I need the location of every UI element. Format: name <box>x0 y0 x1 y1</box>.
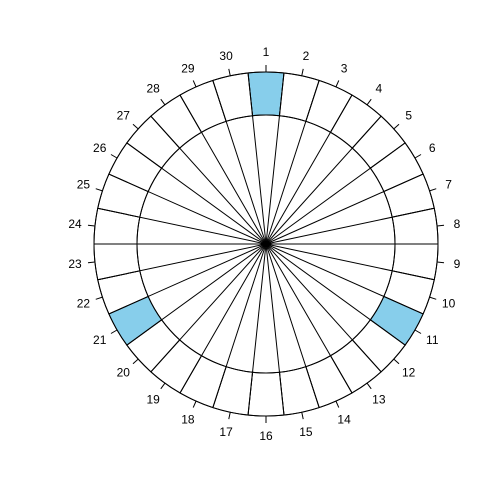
tick-label-14: 14 <box>337 412 351 426</box>
tick-label-28: 28 <box>146 82 160 96</box>
tick-27 <box>132 123 139 130</box>
tick-label-26: 26 <box>93 141 107 155</box>
spokes <box>94 72 438 416</box>
tick-labels: 1 234567891011121314151617181920212223242… <box>68 45 460 443</box>
tick-label-7: 7 <box>445 178 452 192</box>
spoke-12 <box>265 243 406 346</box>
tick-11 <box>414 329 422 334</box>
tick-label-3: 3 <box>341 62 348 76</box>
spoke-8 <box>265 207 435 245</box>
tick-7 <box>429 188 437 192</box>
tick-12 <box>393 358 400 365</box>
spoke-3 <box>265 80 320 245</box>
tick-label-23: 23 <box>68 257 82 271</box>
tick-29 <box>192 80 197 88</box>
spoke-20 <box>150 243 267 373</box>
ring-cell-16 <box>247 371 285 417</box>
tick-18 <box>192 400 197 408</box>
tick-label-21: 21 <box>93 333 107 347</box>
spoke-26 <box>108 173 267 245</box>
tick-label-15: 15 <box>299 425 313 439</box>
ticks <box>87 65 445 423</box>
spoke-5 <box>265 115 382 245</box>
spoke-21 <box>126 243 267 346</box>
spoke-16 <box>265 243 285 416</box>
tick-21 <box>110 329 118 334</box>
tick-25 <box>95 188 103 192</box>
tick-label-5: 5 <box>405 109 412 123</box>
spoke-15 <box>265 243 320 408</box>
tick-4 <box>366 98 372 106</box>
spoke-19 <box>179 243 267 394</box>
spoke-4 <box>265 94 353 245</box>
tick-label-8: 8 <box>454 217 461 231</box>
tick-14 <box>335 400 340 408</box>
spoke-2 <box>265 72 285 245</box>
tick-label-27: 27 <box>117 109 131 123</box>
tick-label-22: 22 <box>77 296 91 310</box>
spoke-22 <box>108 243 267 315</box>
tick-6 <box>414 154 422 159</box>
spoke-13 <box>265 243 382 373</box>
tick-label-9: 9 <box>454 257 461 271</box>
tick-label-4: 4 <box>376 82 383 96</box>
inner-circle <box>136 114 396 374</box>
tick-26 <box>110 154 118 159</box>
spoke-6 <box>265 142 406 245</box>
tick-2 <box>301 68 304 76</box>
spoke-7 <box>265 173 424 245</box>
tick-30 <box>228 68 231 76</box>
tick-8 <box>437 224 445 227</box>
spoke-10 <box>265 243 435 281</box>
tick-label-30: 30 <box>219 49 233 63</box>
tick-label-16: 16 <box>259 429 273 443</box>
spoke-17 <box>247 243 267 416</box>
tick-10 <box>429 296 437 300</box>
spoke-27 <box>126 142 267 245</box>
tick-label-2: 2 <box>303 49 310 63</box>
tick-15 <box>301 412 304 420</box>
spoke-25 <box>97 207 267 245</box>
tick-label-18: 18 <box>181 412 195 426</box>
tick-label-12: 12 <box>402 365 416 379</box>
tick-label-20: 20 <box>117 365 131 379</box>
tick-label-13: 13 <box>372 392 386 406</box>
tick-label-24: 24 <box>68 217 82 231</box>
tick-label-1: 1 <box>263 45 270 59</box>
tick-5 <box>393 123 400 130</box>
spoke-18 <box>212 243 267 408</box>
spoke-28 <box>150 115 267 245</box>
tick-label-19: 19 <box>146 392 160 406</box>
spoke-30 <box>212 80 267 245</box>
tick-20 <box>132 358 139 365</box>
tick-label-11: 11 <box>426 333 439 347</box>
tick-28 <box>160 98 166 106</box>
spoke-14 <box>265 243 353 394</box>
tick-9 <box>437 261 445 264</box>
tick-22 <box>95 296 103 300</box>
tick-label-17: 17 <box>219 425 233 439</box>
tick-label-29: 29 <box>181 62 195 76</box>
tick-23 <box>87 261 95 264</box>
tick-19 <box>160 382 166 390</box>
spoke-11 <box>265 243 424 315</box>
tick-label-25: 25 <box>77 178 91 192</box>
tick-24 <box>87 224 95 227</box>
tick-label-6: 6 <box>429 141 436 155</box>
spoke-23 <box>97 243 267 281</box>
tick-label-10: 10 <box>442 296 456 310</box>
tick-17 <box>228 412 231 420</box>
ring-cell-1 <box>247 71 285 117</box>
spoke-1 <box>247 72 267 245</box>
tick-3 <box>335 80 340 88</box>
spoke-29 <box>179 94 267 245</box>
tick-13 <box>366 382 372 390</box>
